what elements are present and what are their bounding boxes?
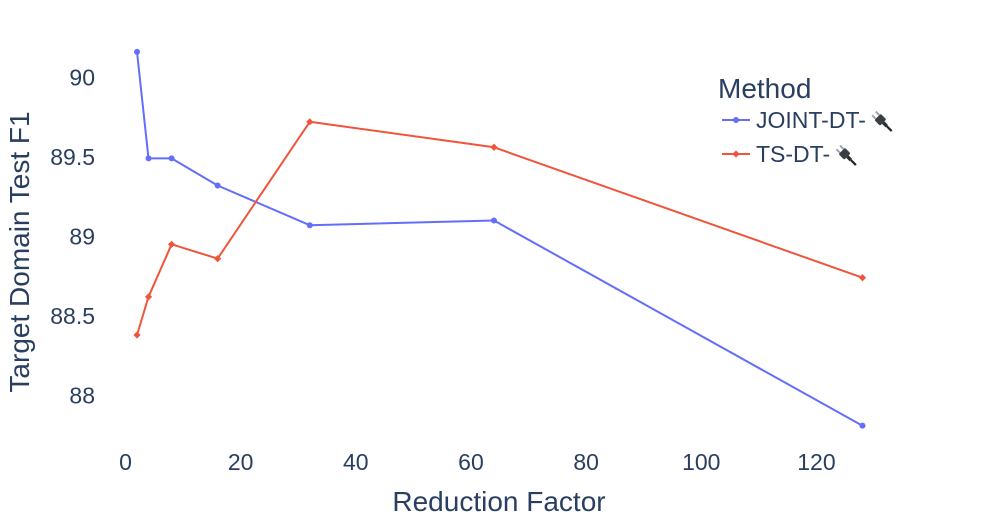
x-axis-ticks: 0 20 40 60 80 100 120 [119, 449, 835, 475]
y-tick-label: 89.5 [50, 144, 95, 170]
x-tick-label: 80 [573, 449, 599, 475]
series-1 [134, 48, 866, 429]
x-tick-label: 40 [343, 449, 369, 475]
data-point [214, 182, 221, 189]
y-tick-label: 88.5 [50, 303, 95, 329]
x-tick-label: 60 [458, 449, 484, 475]
data-point [167, 240, 176, 248]
legend-item[interactable]: TS-DT- [722, 141, 859, 168]
data-point [491, 217, 497, 224]
x-tick-label: 100 [682, 449, 720, 475]
legend-swatch-marker [732, 150, 740, 158]
x-tick-label: 0 [119, 449, 132, 475]
data-point [168, 155, 175, 162]
plot-area [133, 48, 867, 429]
y-axis-ticks: 88 88.5 89 89.5 90 [50, 64, 95, 408]
y-tick-label: 90 [69, 64, 95, 90]
legend-label: JOINT-DT- [756, 107, 866, 133]
legend-label: TS-DT- [756, 141, 830, 167]
data-point [145, 155, 152, 162]
y-axis-title: Target Domain Test F1 [4, 111, 35, 392]
data-point [134, 48, 141, 55]
data-point [490, 143, 498, 151]
plug-icon [871, 110, 893, 132]
plug-icon [835, 144, 857, 166]
data-point [133, 331, 141, 339]
y-tick-label: 88 [69, 382, 95, 408]
legend-swatch-marker [733, 117, 739, 123]
legend-item[interactable]: JOINT-DT- [722, 107, 895, 134]
x-tick-label: 120 [797, 449, 835, 475]
data-point [144, 293, 153, 301]
series-2 [133, 118, 867, 339]
data-point [214, 255, 222, 263]
x-axis-title: Reduction Factor [392, 486, 605, 517]
data-point [306, 118, 314, 126]
series-line [136, 120, 863, 336]
data-point [306, 222, 313, 229]
y-tick-label: 89 [69, 223, 95, 249]
legend-title: Method [718, 73, 811, 104]
data-point [858, 274, 867, 282]
data-point [859, 422, 866, 429]
legend: Method JOINT-DT- TS-DT- [718, 73, 895, 168]
x-tick-label: 20 [228, 449, 254, 475]
